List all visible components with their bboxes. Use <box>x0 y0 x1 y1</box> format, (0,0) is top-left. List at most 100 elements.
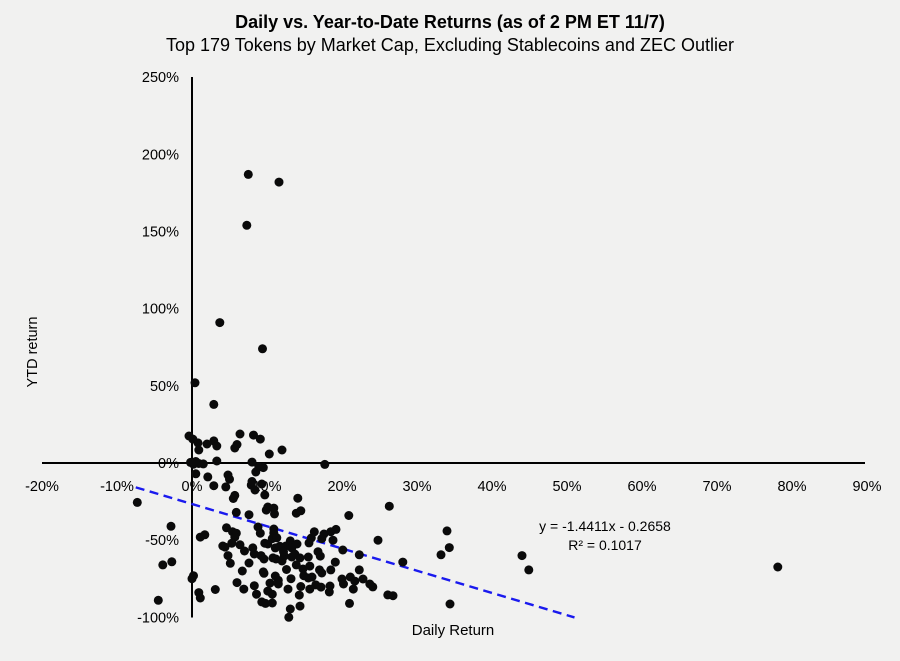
scatter-point <box>339 579 348 589</box>
scatter-point <box>285 536 295 546</box>
scatter-point <box>270 509 279 519</box>
scatter-point <box>331 524 341 534</box>
chart-title: Daily vs. Year-to-Date Returns (as of 2 … <box>235 12 665 32</box>
scatter-point <box>259 554 269 564</box>
scatter-point <box>291 560 301 570</box>
y-tick-label: 200% <box>142 147 179 163</box>
scatter-point <box>215 318 225 328</box>
scatter-point <box>307 572 317 582</box>
x-axis-title: Daily Return <box>411 622 495 639</box>
scatter-point <box>255 528 265 538</box>
x-tick-label: 40% <box>477 479 506 495</box>
x-tick-label: -10% <box>100 479 134 495</box>
scatter-point <box>249 430 258 440</box>
scatter-point <box>384 501 394 511</box>
scatter-point <box>249 581 259 591</box>
scatter-point <box>202 439 212 449</box>
x-tick-label: 20% <box>327 479 356 495</box>
y-tick-label: 150% <box>142 225 179 241</box>
scatter-point <box>324 587 334 597</box>
scatter-point <box>320 459 330 469</box>
scatter-point <box>345 598 354 608</box>
scatter-point <box>524 565 534 575</box>
scatter-point <box>240 546 249 556</box>
scatter-point <box>517 551 527 561</box>
scatter-point <box>267 598 277 608</box>
scatter-point <box>166 521 176 531</box>
scatter-point <box>203 472 213 482</box>
scatter-point <box>243 169 253 179</box>
scatter-point <box>191 469 201 479</box>
scatter-point <box>444 543 454 553</box>
chart-subtitle: Top 179 Tokens by Market Cap, Excluding … <box>166 35 734 55</box>
chart-header: Daily vs. Year-to-Date Returns (as of 2 … <box>0 11 900 57</box>
scatter-point <box>235 429 245 439</box>
scatter-point <box>296 582 306 591</box>
scatter-point <box>232 578 242 588</box>
scatter-point <box>282 565 291 574</box>
scatter-point <box>354 550 364 560</box>
scatter-point <box>388 591 398 601</box>
scatter-point <box>358 574 368 584</box>
scatter-point <box>247 457 257 467</box>
y-axis-title: YTD return <box>25 316 41 388</box>
scatter-point <box>316 582 326 592</box>
scatter-point <box>167 557 177 567</box>
y-tick-label: 0% <box>158 456 179 472</box>
scatter-point <box>295 601 305 611</box>
y-tick-label: -100% <box>137 610 179 626</box>
scatter-point <box>274 177 284 187</box>
y-tick-label: 100% <box>142 302 179 318</box>
scatter-point <box>273 579 283 589</box>
scatter-point <box>255 434 265 444</box>
trendline <box>135 486 575 619</box>
scatter-point <box>193 438 203 448</box>
scatter-point <box>237 566 247 576</box>
scatter-point <box>292 539 302 549</box>
scatter-point <box>232 440 242 449</box>
scatter-point <box>283 584 293 594</box>
scatter-point <box>212 456 222 466</box>
y-tick-label: 250% <box>142 70 179 86</box>
scatter-point <box>250 485 260 495</box>
scatter-point <box>247 477 257 486</box>
scatter-point <box>298 564 308 574</box>
scatter-point <box>313 547 323 557</box>
scatter-point <box>257 479 267 489</box>
scatter-point <box>354 565 364 575</box>
scatter-point <box>344 511 354 520</box>
trendline-annotation: y = -1.4411x - 0.2658 R² = 0.1017 <box>539 517 671 555</box>
scatter-point <box>260 490 270 500</box>
scatter-point <box>293 493 303 503</box>
scatter-point <box>231 507 241 517</box>
scatter-point <box>242 220 252 230</box>
scatter-point <box>272 533 282 543</box>
y-tick-label: 50% <box>150 379 179 395</box>
scatter-point <box>773 562 783 572</box>
scatter-point <box>209 481 219 491</box>
scatter-point <box>158 560 168 570</box>
x-tick-label: 60% <box>627 479 656 495</box>
scatter-point <box>264 449 274 459</box>
scatter-point <box>225 474 234 484</box>
scatter-point <box>210 585 220 594</box>
scatter-point <box>303 552 313 562</box>
trendline-equation: y = -1.4411x - 0.2658 <box>539 518 671 534</box>
scatter-point <box>189 571 198 581</box>
scatter-point <box>209 399 219 409</box>
scatter-point <box>227 538 237 548</box>
scatter-point <box>251 467 261 477</box>
scatter-point <box>252 589 261 599</box>
scatter-point <box>330 557 340 567</box>
scatter-point <box>294 590 304 600</box>
scatter-point <box>350 576 360 586</box>
scatter-point <box>265 578 275 588</box>
scatter-point <box>132 497 142 507</box>
scatter-point <box>317 568 327 578</box>
scatter-point <box>220 542 230 552</box>
scatter-point <box>284 612 294 622</box>
scatter-point <box>261 598 270 608</box>
scatter-point <box>244 510 254 520</box>
scatter-point <box>286 574 296 584</box>
